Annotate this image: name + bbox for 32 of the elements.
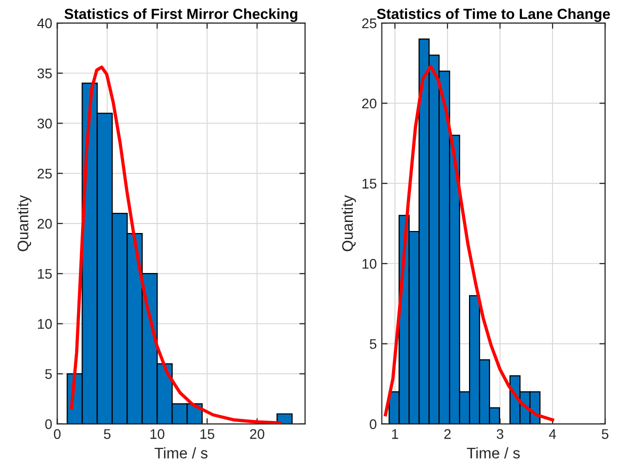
- chart-title: Statistics of Time to Lane Change: [376, 8, 610, 22]
- x-tick-label: 1: [392, 429, 398, 439]
- y-tick-label: 5: [370, 339, 376, 349]
- x-axis-title: Time / s: [466, 447, 520, 458]
- x-tick-label: 4: [549, 429, 556, 439]
- x-tick-label: 0: [54, 429, 61, 439]
- x-tick-label: 15: [200, 429, 214, 439]
- y-axis-title: Quantity: [342, 195, 356, 252]
- y-tick-label: 25: [362, 18, 376, 28]
- y-tick-label: 15: [38, 269, 52, 279]
- y-tick-label: 5: [45, 369, 52, 379]
- y-tick-label: 30: [37, 118, 52, 128]
- y-tick-label: 20: [38, 218, 52, 229]
- y-tick-label: 10: [38, 319, 52, 329]
- y-tick-label: 10: [362, 258, 376, 269]
- y-tick-label: 15: [362, 178, 376, 189]
- x-tick-label: 10: [150, 429, 164, 439]
- y-tick-label: 0: [370, 419, 376, 430]
- x-tick-label: 5: [104, 429, 110, 439]
- x-tick-label: 3: [496, 429, 504, 439]
- y-axis-title: Quantity: [17, 195, 32, 252]
- x-tick-label: 20: [250, 429, 264, 439]
- y-tick-label: 40: [37, 18, 52, 28]
- y-tick-label: 25: [38, 168, 52, 179]
- y-tick-label: 20: [362, 98, 376, 108]
- y-tick-label: 35: [37, 68, 52, 78]
- x-axis-title: Time / s: [154, 447, 208, 458]
- line-series: [384, 64, 554, 422]
- x-tick-label: 5: [602, 429, 608, 439]
- x-tick-label: 2: [444, 429, 451, 439]
- chart-title: Statistics of First Mirror Checking: [64, 8, 298, 22]
- y-tick-label: 0: [45, 419, 52, 430]
